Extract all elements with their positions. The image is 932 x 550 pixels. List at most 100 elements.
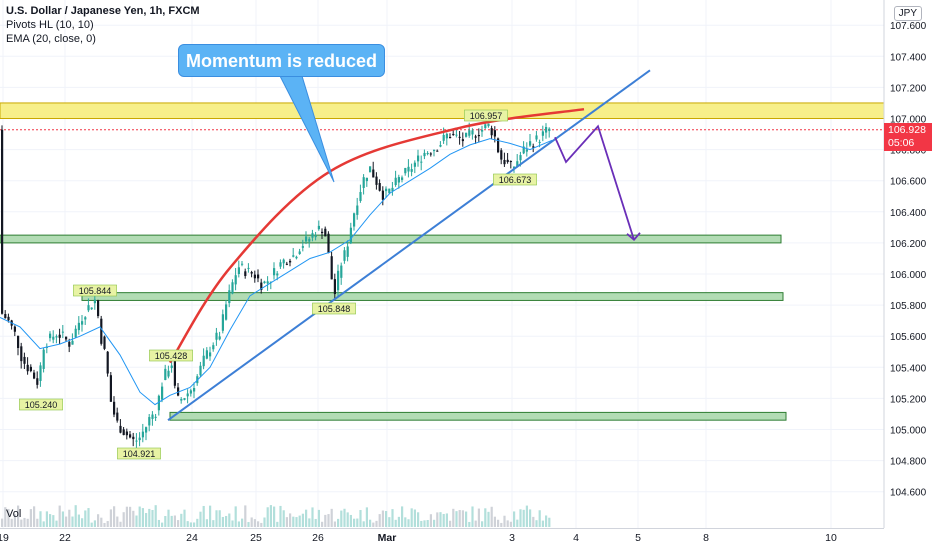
volume-bar <box>42 521 45 527</box>
pivot-label-bg <box>312 302 356 315</box>
candle-body <box>4 314 7 319</box>
candle-body <box>276 273 279 276</box>
volume-bar <box>119 521 122 527</box>
candle-body <box>106 351 109 374</box>
candle-body <box>247 267 250 269</box>
symbol-title[interactable]: U.S. Dollar / Japanese Yen, 1h, FXCM <box>6 5 200 17</box>
volume-label[interactable]: Vol <box>6 508 22 520</box>
volume-bar <box>228 513 231 527</box>
volume-bar <box>93 520 96 527</box>
indicator-pivots[interactable]: Pivots HL (10, 10) <box>6 19 94 31</box>
time-tick-label: 19 <box>0 532 9 544</box>
time-axis[interactable]: 19 22 24 25 26 Mar 3 4 5 8 10 <box>0 528 884 545</box>
pivot-label-bg <box>464 109 508 122</box>
volume-bar <box>545 515 548 527</box>
candle-body <box>423 152 426 157</box>
price-tick-label: 106.200 <box>890 239 927 250</box>
candle-body <box>516 161 519 167</box>
candle-body <box>397 177 400 183</box>
volume-bar <box>279 505 282 527</box>
candle-body <box>500 150 503 160</box>
volume-bar <box>199 511 202 527</box>
pivot-label: 105.428 <box>155 351 188 361</box>
volume-bar <box>13 514 16 527</box>
volume-bar <box>423 520 426 527</box>
volume-bar <box>61 511 64 527</box>
candle-body <box>122 429 125 436</box>
price-tick-label: 105.200 <box>890 394 927 405</box>
volume-bar <box>513 511 516 527</box>
candle-body <box>477 135 480 137</box>
volume-bar <box>452 508 455 527</box>
candle-body <box>250 272 253 274</box>
candle-body <box>314 235 317 238</box>
candle-body <box>52 336 55 340</box>
volume-bar <box>81 518 84 527</box>
volume-bar <box>100 517 103 527</box>
volume-bar <box>445 513 448 527</box>
candle-body <box>465 132 468 137</box>
candle-body <box>353 213 356 227</box>
candle-body <box>90 307 93 310</box>
candle-body <box>215 332 218 340</box>
candle-body <box>225 304 228 320</box>
candle-body <box>292 255 295 257</box>
pivot-label: 106.673 <box>499 175 532 185</box>
volume-bar <box>388 517 391 527</box>
candle-body <box>317 225 320 230</box>
candle-body <box>471 130 474 135</box>
candle-body <box>241 263 244 265</box>
volume-bar <box>247 522 250 527</box>
candle-body <box>39 365 42 381</box>
candle-body <box>455 134 458 136</box>
candle-body <box>285 263 288 265</box>
pivot-label: 105.844 <box>79 286 112 296</box>
volume-bar <box>375 520 378 527</box>
volume-bar <box>481 521 484 527</box>
volume-bar <box>29 509 32 527</box>
chart-legend: U.S. Dollar / Japanese Yen, 1h, FXCM Piv… <box>6 4 200 46</box>
volume-bar <box>103 522 106 527</box>
volume-bar <box>193 522 196 527</box>
price-axis[interactable]: 107.600 107.400 107.200 107.000 106.800 106.6… <box>883 0 932 550</box>
volume-bar <box>449 520 452 527</box>
volume-bar <box>4 507 7 527</box>
candle-body <box>381 190 384 200</box>
projection-path <box>554 124 635 241</box>
candle-body <box>311 233 314 238</box>
volume-bar <box>253 519 256 527</box>
volume-bar <box>493 516 496 527</box>
callout-note[interactable]: Momentum is reduced <box>178 44 385 77</box>
volume-bar <box>468 521 471 527</box>
volume-bar <box>349 514 352 527</box>
volume-bar <box>439 512 442 527</box>
candle-body <box>141 431 144 438</box>
candle-body <box>84 317 87 320</box>
candle-body <box>26 364 29 372</box>
volume-bar <box>234 506 237 527</box>
candle-body <box>385 188 388 192</box>
volume-bar <box>458 510 461 527</box>
candle-body <box>218 336 221 340</box>
currency-badge[interactable]: JPY <box>893 6 922 21</box>
volume-bar <box>487 511 490 527</box>
candle-body <box>103 336 106 349</box>
pivot-label: 104.921 <box>123 449 156 459</box>
candle-body <box>532 146 535 148</box>
volume-bar <box>148 508 151 527</box>
volume-bar <box>292 516 295 527</box>
candle-body <box>391 187 394 192</box>
volume-bars <box>1 505 551 527</box>
pivot-label-bg <box>493 173 537 186</box>
volume-bar <box>189 522 192 527</box>
volume-bar <box>321 521 324 527</box>
candle-body <box>13 326 16 332</box>
candle-body <box>474 136 477 138</box>
indicator-ema[interactable]: EMA (20, close, 0) <box>6 33 96 45</box>
indicator-lines <box>0 138 553 406</box>
price-axis-bg <box>884 0 932 550</box>
candle-body <box>33 372 36 379</box>
candle-body <box>452 133 455 135</box>
volume-bar <box>359 509 362 527</box>
